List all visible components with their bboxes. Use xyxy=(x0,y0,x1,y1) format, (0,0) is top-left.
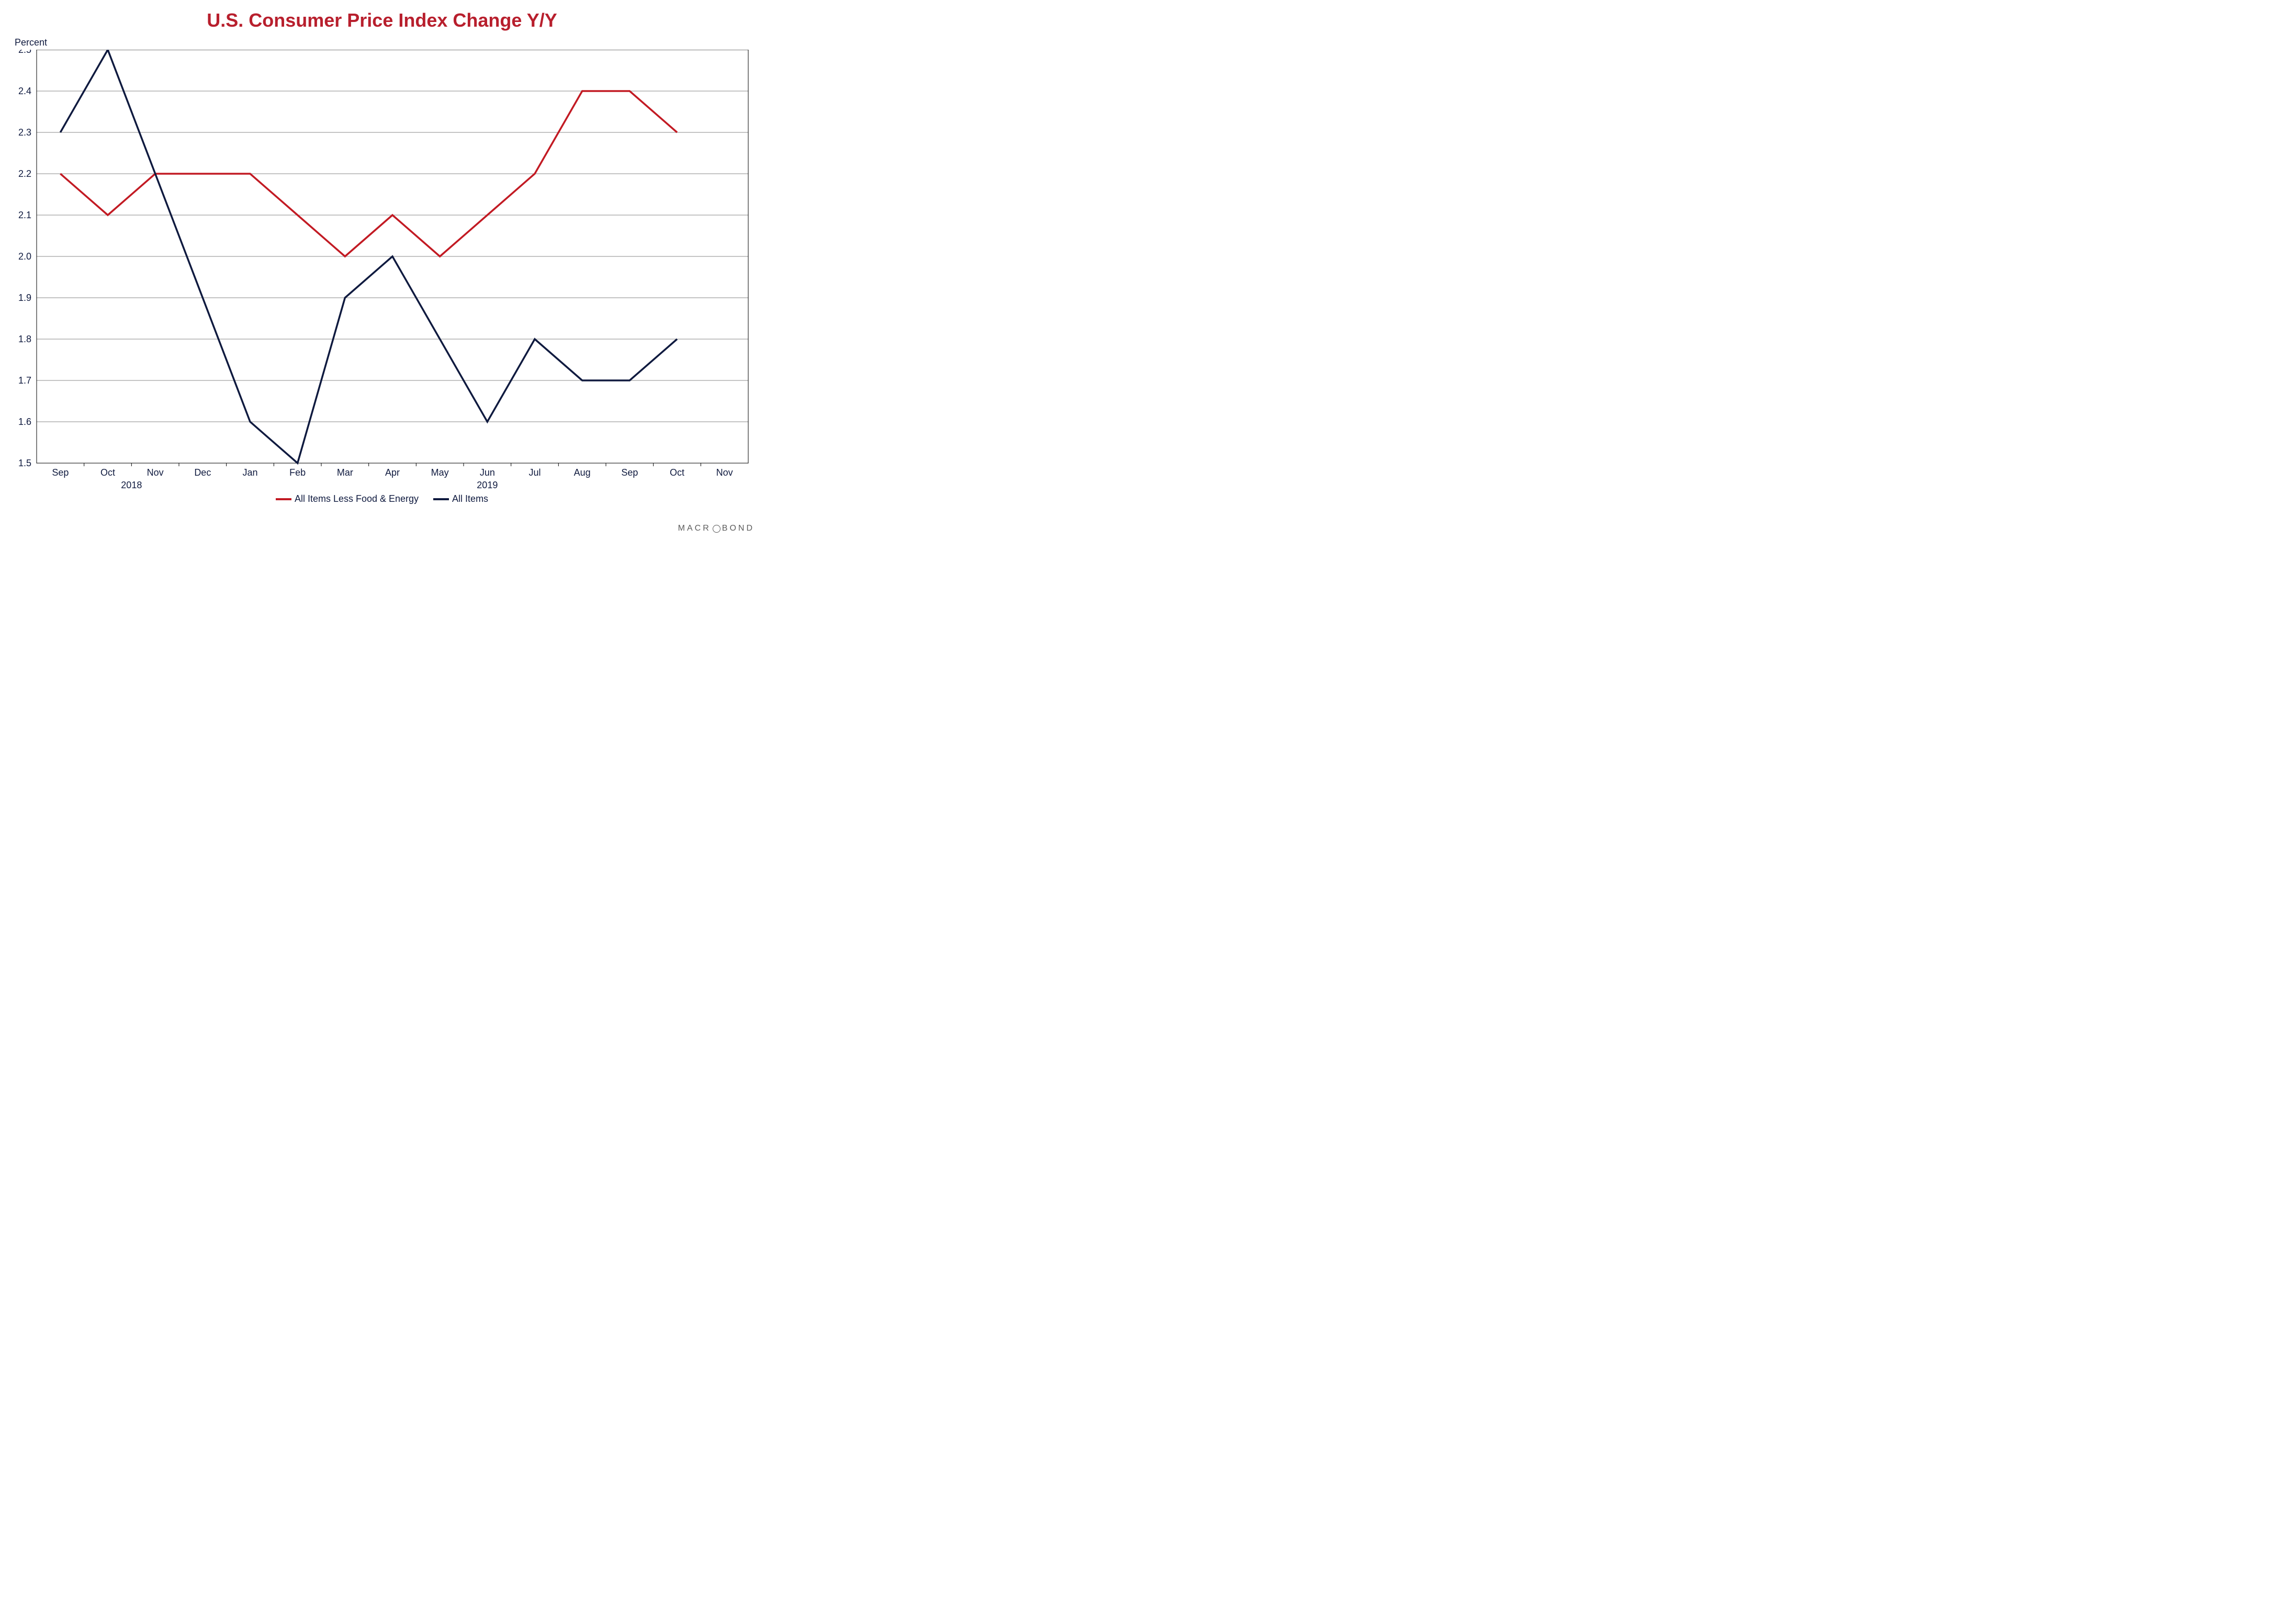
legend-swatch xyxy=(433,498,449,500)
y-tick-label: 2.3 xyxy=(18,127,31,138)
y-tick-label: 2.0 xyxy=(18,251,31,262)
legend: All Items Less Food & Energy All Items xyxy=(0,493,764,504)
y-tick-label: 2.4 xyxy=(18,86,31,96)
x-tick-label: Jan xyxy=(242,467,257,478)
x-tick-label: Apr xyxy=(385,467,400,478)
watermark: MACR BOND xyxy=(678,524,755,533)
x-tick-label: Aug xyxy=(574,467,591,478)
y-tick-label: 2.5 xyxy=(18,50,31,55)
chart-title: U.S. Consumer Price Index Change Y/Y xyxy=(0,0,764,31)
legend-item: All Items Less Food & Energy xyxy=(276,493,419,504)
plot-area: 1.5 1.6 1.7 1.8 1.9 2.0 2.1 2.2 2.3 2.4 2.5 Sep Oct N… xyxy=(10,50,759,500)
watermark-right: BOND xyxy=(722,524,755,533)
y-tick-label: 1.7 xyxy=(18,375,31,386)
x-tick-label: Mar xyxy=(337,467,353,478)
x-year-label: 2019 xyxy=(477,480,498,490)
y-tick-label: 2.1 xyxy=(18,210,31,220)
legend-label: All Items Less Food & Energy xyxy=(295,493,419,504)
x-tick-label: Jun xyxy=(480,467,495,478)
y-tick-label: 1.9 xyxy=(18,293,31,303)
legend-item: All Items xyxy=(433,493,488,504)
x-tick-label: Sep xyxy=(621,467,638,478)
y-axis-title: Percent xyxy=(15,37,47,48)
x-tick-label: Feb xyxy=(289,467,306,478)
chart-container: U.S. Consumer Price Index Change Y/Y Per… xyxy=(0,0,764,538)
legend-swatch xyxy=(276,498,291,500)
y-tick-label: 1.6 xyxy=(18,417,31,427)
x-tick-label: Oct xyxy=(670,467,684,478)
x-tick-label: Sep xyxy=(52,467,69,478)
x-year-label: 2018 xyxy=(121,480,142,490)
x-tick-label: Nov xyxy=(147,467,164,478)
x-tick-label: Oct xyxy=(100,467,115,478)
x-tick-label: Dec xyxy=(194,467,211,478)
x-tick-label: May xyxy=(431,467,449,478)
y-tick-label: 1.5 xyxy=(18,458,31,468)
watermark-left: MACR xyxy=(678,524,711,533)
watermark-o-icon xyxy=(713,525,721,533)
x-tick-label: Nov xyxy=(716,467,733,478)
y-tick-label: 2.2 xyxy=(18,168,31,179)
y-tick-label: 1.8 xyxy=(18,334,31,344)
legend-label: All Items xyxy=(452,493,488,504)
x-tick-label: Jul xyxy=(528,467,541,478)
